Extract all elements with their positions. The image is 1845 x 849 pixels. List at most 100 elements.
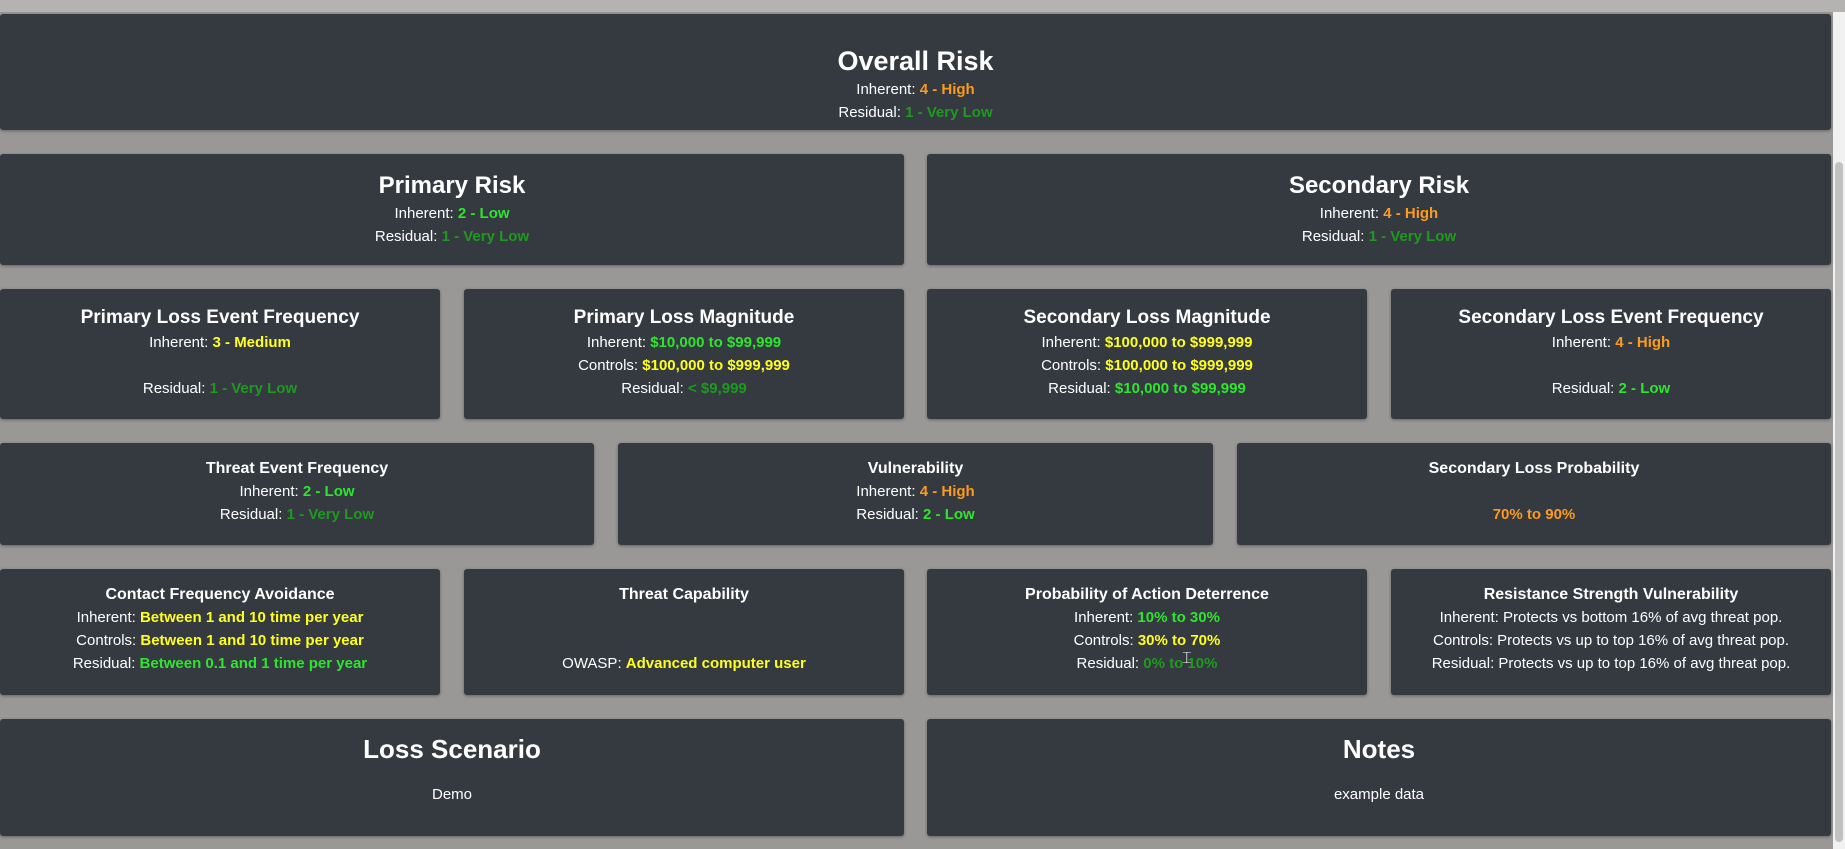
rsv-inherent: Inherent: Protects vs bottom 16% of avg …: [1439, 609, 1783, 626]
cfa-inherent-value: Between 1 and 10 time per year: [139, 609, 364, 626]
primary-lm-title: Primary Loss Magnitude: [573, 307, 795, 328]
vulnerability-residual-label: Residual:: [856, 506, 919, 523]
cfa-controls: Controls: Between 1 and 10 time per year: [0, 629, 440, 652]
overall-inherent-value: 4 - High: [919, 81, 975, 98]
rsv-card: Resistance Strength Vulnerability Inhere…: [1391, 569, 1831, 695]
primary-lef-residual: Residual: 1 - Very Low: [0, 377, 440, 400]
pad-title: Probability of Action Deterrence: [1025, 586, 1269, 603]
slp-title: Secondary Loss Probability: [1428, 460, 1640, 477]
secondary-lm-controls: Controls: $100,000 to $999,999: [927, 354, 1367, 377]
secondary-lm-inherent: Inherent: $100,000 to $999,999: [927, 331, 1367, 354]
primary-risk-residual-value: 1 - Very Low: [441, 228, 530, 245]
pad-residual: Residual: 0% to 10%: [927, 652, 1367, 675]
slp-value: 70% to 90%: [1492, 506, 1576, 523]
tcap-owasp-value: Advanced computer user: [625, 655, 806, 672]
primary-lm-residual-value: < $9,999: [687, 380, 747, 397]
tcap-owasp-label: OWASP:: [562, 655, 622, 672]
pad-residual-label: Residual:: [1076, 655, 1140, 672]
secondary-risk-inherent-value: 4 - High: [1383, 205, 1439, 222]
tef-residual: Residual: 1 - Very Low: [0, 503, 594, 526]
vulnerability-inherent: Inherent: 4 - High: [618, 480, 1213, 503]
notes-card: Notes example data: [927, 719, 1831, 836]
vulnerability-inherent-value: 4 - High: [919, 483, 975, 500]
pad-residual-value: 0% to 10%: [1143, 655, 1218, 672]
pad-card: Probability of Action Deterrence Inheren…: [927, 569, 1367, 695]
rsv-controls: Controls: Protects vs up to top 16% of a…: [1432, 632, 1790, 649]
cfa-residual-label: Residual:: [72, 655, 136, 672]
rsv-title: Resistance Strength Vulnerability: [1483, 586, 1739, 603]
secondary-risk-inherent: Inherent: 4 - High: [927, 202, 1831, 225]
vulnerability-card: Vulnerability Inherent: 4 - High Residua…: [618, 443, 1213, 545]
secondary-lm-inherent-label: Inherent:: [1041, 334, 1101, 351]
pad-inherent: Inherent: 10% to 30%: [927, 606, 1367, 629]
secondary-lef-residual-value: 2 - Low: [1618, 380, 1671, 397]
primary-lm-inherent-value: $10,000 to $99,999: [650, 334, 782, 351]
secondary-lm-controls-label: Controls:: [1041, 357, 1102, 374]
tcap-title: Threat Capability: [619, 586, 749, 603]
overall-residual: Residual: 1 - Very Low: [0, 101, 1831, 124]
secondary-risk-card: Secondary Risk Inherent: 4 - High Residu…: [927, 154, 1831, 265]
secondary-lef-inherent-label: Inherent:: [1551, 334, 1612, 351]
overall-inherent: Inherent: 4 - High: [0, 78, 1831, 101]
text-cursor-icon: ⌶: [1182, 650, 1192, 667]
tef-title: Threat Event Frequency: [205, 460, 389, 477]
secondary-risk-residual: Residual: 1 - Very Low: [927, 225, 1831, 248]
primary-lef-inherent-label: Inherent:: [149, 334, 209, 351]
secondary-lm-inherent-value: $100,000 to $999,999: [1104, 334, 1253, 351]
secondary-lef-residual-label: Residual:: [1551, 380, 1615, 397]
cfa-controls-value: Between 1 and 10 time per year: [140, 632, 364, 649]
slp-value-line: 70% to 90%: [1237, 503, 1831, 526]
cfa-residual-value: Between 0.1 and 1 time per year: [139, 655, 368, 672]
primary-lm-inherent-label: Inherent:: [586, 334, 647, 351]
tef-inherent: Inherent: 2 - Low: [0, 480, 594, 503]
tef-residual-value: 1 - Very Low: [286, 506, 375, 523]
notes-text: example data: [1333, 786, 1425, 803]
secondary-lm-controls-value: $100,000 to $999,999: [1105, 357, 1253, 374]
cfa-residual: Residual: Between 0.1 and 1 time per yea…: [0, 652, 440, 675]
overall-residual-value: 1 - Very Low: [905, 104, 993, 121]
page-scrollbar[interactable]: [1833, 12, 1845, 849]
tef-inherent-value: 2 - Low: [302, 483, 355, 500]
overall-risk-title: Overall Risk: [837, 46, 994, 76]
secondary-lef-residual: Residual: 2 - Low: [1391, 377, 1831, 400]
secondary-risk-title: Secondary Risk: [1288, 172, 1470, 199]
tcap-owasp: OWASP: Advanced computer user: [464, 652, 904, 675]
overall-residual-label: Residual:: [838, 104, 901, 121]
secondary-lef-card: Secondary Loss Event Frequency Inherent:…: [1391, 289, 1831, 419]
secondary-lef-inherent: Inherent: 4 - High: [1391, 331, 1831, 354]
pad-inherent-value: 10% to 30%: [1137, 609, 1220, 626]
cfa-inherent-label: Inherent:: [76, 609, 136, 626]
vulnerability-title: Vulnerability: [867, 460, 964, 477]
primary-lm-controls-label: Controls:: [578, 357, 639, 374]
primary-risk-inherent-value: 2 - Low: [457, 205, 510, 222]
rsv-residual: Residual: Protects vs up to top 16% of a…: [1431, 655, 1791, 672]
top-bar: [0, 0, 1845, 12]
overall-risk-card: Overall Risk Inherent: 4 - High Residual…: [0, 14, 1831, 130]
primary-lef-card: Primary Loss Event Frequency Inherent: 3…: [0, 289, 440, 419]
secondary-lm-residual-value: $10,000 to $99,999: [1114, 380, 1246, 397]
tef-residual-label: Residual:: [219, 506, 283, 523]
vulnerability-residual-value: 2 - Low: [923, 506, 975, 523]
pad-inherent-label: Inherent:: [1074, 609, 1134, 626]
primary-lm-card: Primary Loss Magnitude Inherent: $10,000…: [464, 289, 904, 419]
cfa-title: Contact Frequency Avoidance: [105, 586, 335, 603]
cfa-inherent: Inherent: Between 1 and 10 time per year: [0, 606, 440, 629]
primary-risk-inherent: Inherent: 2 - Low: [0, 202, 904, 225]
overall-inherent-label: Inherent:: [856, 81, 916, 98]
primary-lm-controls-value: $100,000 to $999,999: [642, 357, 790, 374]
primary-lm-controls: Controls: $100,000 to $999,999: [464, 354, 904, 377]
notes-title: Notes: [1342, 734, 1416, 764]
secondary-risk-residual-label: Residual:: [1301, 228, 1365, 245]
loss-scenario-text: Demo: [431, 786, 472, 803]
primary-risk-title: Primary Risk: [378, 172, 526, 199]
vulnerability-inherent-label: Inherent:: [856, 483, 916, 500]
secondary-lef-title: Secondary Loss Event Frequency: [1458, 307, 1764, 328]
primary-lef-residual-value: 1 - Very Low: [209, 380, 298, 397]
secondary-lef-inherent-value: 4 - High: [1615, 334, 1671, 351]
scrollbar-thumb[interactable]: [1835, 162, 1843, 842]
secondary-risk-residual-value: 1 - Very Low: [1368, 228, 1457, 245]
secondary-lm-residual-label: Residual:: [1048, 380, 1111, 397]
secondary-lm-card: Secondary Loss Magnitude Inherent: $100,…: [927, 289, 1367, 419]
primary-lm-residual-label: Residual:: [621, 380, 684, 397]
primary-lef-residual-label: Residual:: [142, 380, 206, 397]
